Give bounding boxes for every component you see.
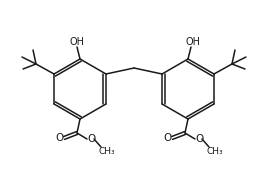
Text: OH: OH [69, 37, 84, 47]
Text: O: O [87, 134, 95, 144]
Text: CH₃: CH₃ [99, 146, 115, 156]
Text: OH: OH [185, 37, 200, 47]
Text: CH₃: CH₃ [207, 146, 223, 156]
Text: O: O [195, 134, 203, 144]
Text: O: O [55, 133, 63, 143]
Text: O: O [163, 133, 171, 143]
